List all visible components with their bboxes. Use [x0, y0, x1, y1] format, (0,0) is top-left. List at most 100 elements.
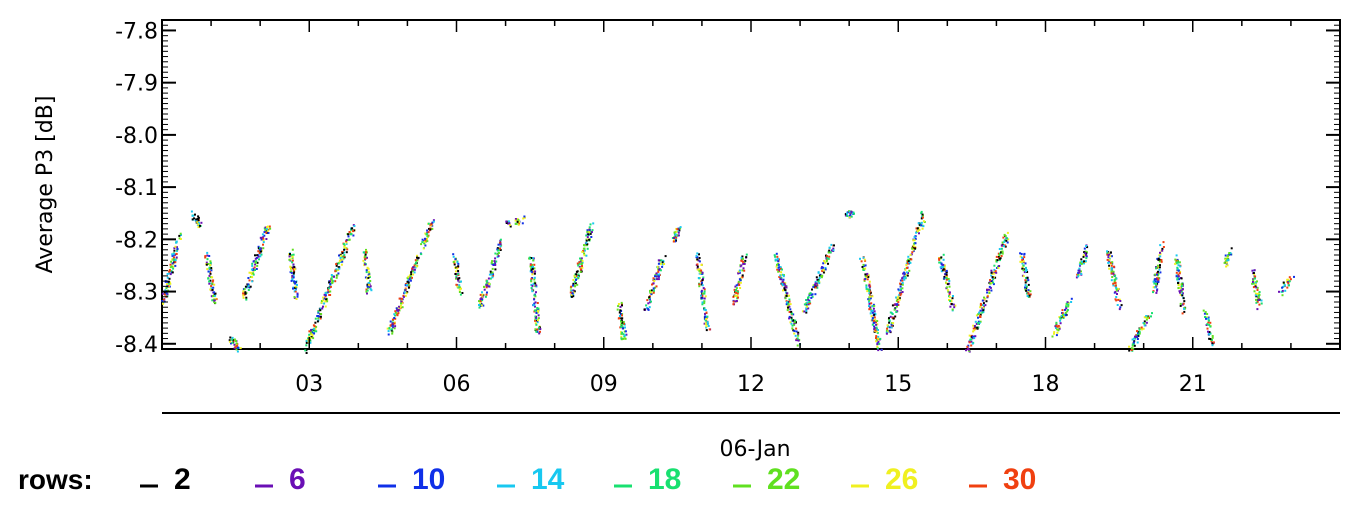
- data-point: [664, 255, 667, 258]
- data-point: [479, 300, 482, 302]
- data-point: [920, 212, 923, 215]
- data-point: [619, 313, 622, 315]
- data-point: [1177, 273, 1180, 276]
- data-point: [998, 254, 1001, 257]
- data-point: [457, 265, 460, 268]
- data-point: [1020, 253, 1023, 255]
- data-point: [269, 227, 272, 230]
- data-point: [701, 292, 704, 295]
- data-point: [210, 268, 213, 271]
- data-point: [533, 294, 536, 297]
- data-point: [742, 260, 744, 263]
- data-point: [1157, 257, 1160, 260]
- data-point: [329, 280, 331, 283]
- data-point: [416, 258, 419, 261]
- data-point: [993, 264, 996, 267]
- data-point: [891, 304, 894, 307]
- data-point: [1286, 281, 1289, 284]
- data-point: [1206, 323, 1209, 326]
- data-point: [588, 231, 591, 234]
- data-point: [486, 284, 489, 287]
- data-point: [337, 269, 340, 271]
- data-point: [1208, 319, 1210, 322]
- data-point: [305, 340, 308, 343]
- data-point: [452, 253, 455, 256]
- data-point: [1177, 269, 1180, 272]
- data-point: [1108, 261, 1111, 264]
- data-point: [953, 306, 956, 309]
- data-point: [1161, 247, 1164, 250]
- data-point: [1108, 264, 1111, 267]
- data-point: [205, 263, 208, 266]
- data-point: [1257, 292, 1260, 295]
- data-point: [1160, 259, 1163, 261]
- data-point: [581, 266, 584, 269]
- data-point: [411, 276, 413, 279]
- data-point: [779, 266, 782, 269]
- data-point: [1156, 279, 1159, 282]
- data-point: [795, 339, 798, 342]
- data-point: [979, 302, 982, 305]
- data-point: [266, 229, 269, 232]
- data-point: [652, 291, 655, 294]
- data-point: [868, 286, 871, 289]
- data-point: [868, 292, 871, 295]
- data-point: [1140, 326, 1143, 329]
- data-point: [1028, 294, 1031, 297]
- data-point: [1113, 280, 1116, 283]
- data-point: [264, 226, 267, 229]
- data-point: [197, 223, 200, 226]
- data-point: [1227, 259, 1230, 262]
- data-point: [491, 276, 494, 279]
- data-point: [251, 276, 254, 279]
- data-point: [966, 345, 969, 348]
- data-point: [422, 247, 425, 250]
- data-point: [1181, 285, 1183, 287]
- data-point: [1256, 308, 1259, 311]
- data-point: [367, 270, 370, 273]
- data-point: [364, 263, 367, 266]
- data-point: [179, 232, 182, 235]
- data-point: [1025, 289, 1028, 292]
- data-point: [910, 253, 913, 256]
- data-point: [832, 247, 835, 250]
- data-point: [779, 274, 782, 277]
- data-point: [1006, 237, 1009, 240]
- data-point: [530, 266, 533, 269]
- data-point: [411, 267, 414, 270]
- data-point: [657, 278, 660, 281]
- data-point: [946, 289, 949, 292]
- data-point: [696, 263, 699, 266]
- data-point: [370, 289, 373, 292]
- data-point: [228, 339, 231, 342]
- data-point: [620, 317, 623, 320]
- data-point: [952, 303, 955, 306]
- data-point: [591, 229, 594, 232]
- data-point: [654, 286, 657, 289]
- data-point: [431, 227, 434, 230]
- data-point: [949, 300, 952, 303]
- data-point: [341, 252, 344, 255]
- data-point: [497, 252, 500, 254]
- data-point: [426, 237, 428, 240]
- data-point: [353, 229, 356, 232]
- data-point: [397, 312, 400, 315]
- data-point: [288, 255, 291, 258]
- data-point: [1027, 292, 1030, 295]
- data-point: [308, 330, 311, 333]
- data-point: [973, 337, 976, 340]
- data-point: [539, 330, 541, 333]
- data-point: [208, 255, 211, 257]
- data-point: [814, 286, 817, 289]
- data-point: [214, 297, 217, 300]
- data-point: [416, 256, 418, 259]
- data-point: [775, 252, 778, 255]
- data-point: [906, 259, 909, 262]
- data-point: [786, 301, 788, 304]
- data-point: [780, 271, 783, 274]
- data-point: [811, 288, 813, 291]
- data-point: [481, 293, 484, 296]
- data-point: [796, 337, 799, 340]
- data-point: [905, 264, 908, 266]
- data-point: [784, 284, 787, 287]
